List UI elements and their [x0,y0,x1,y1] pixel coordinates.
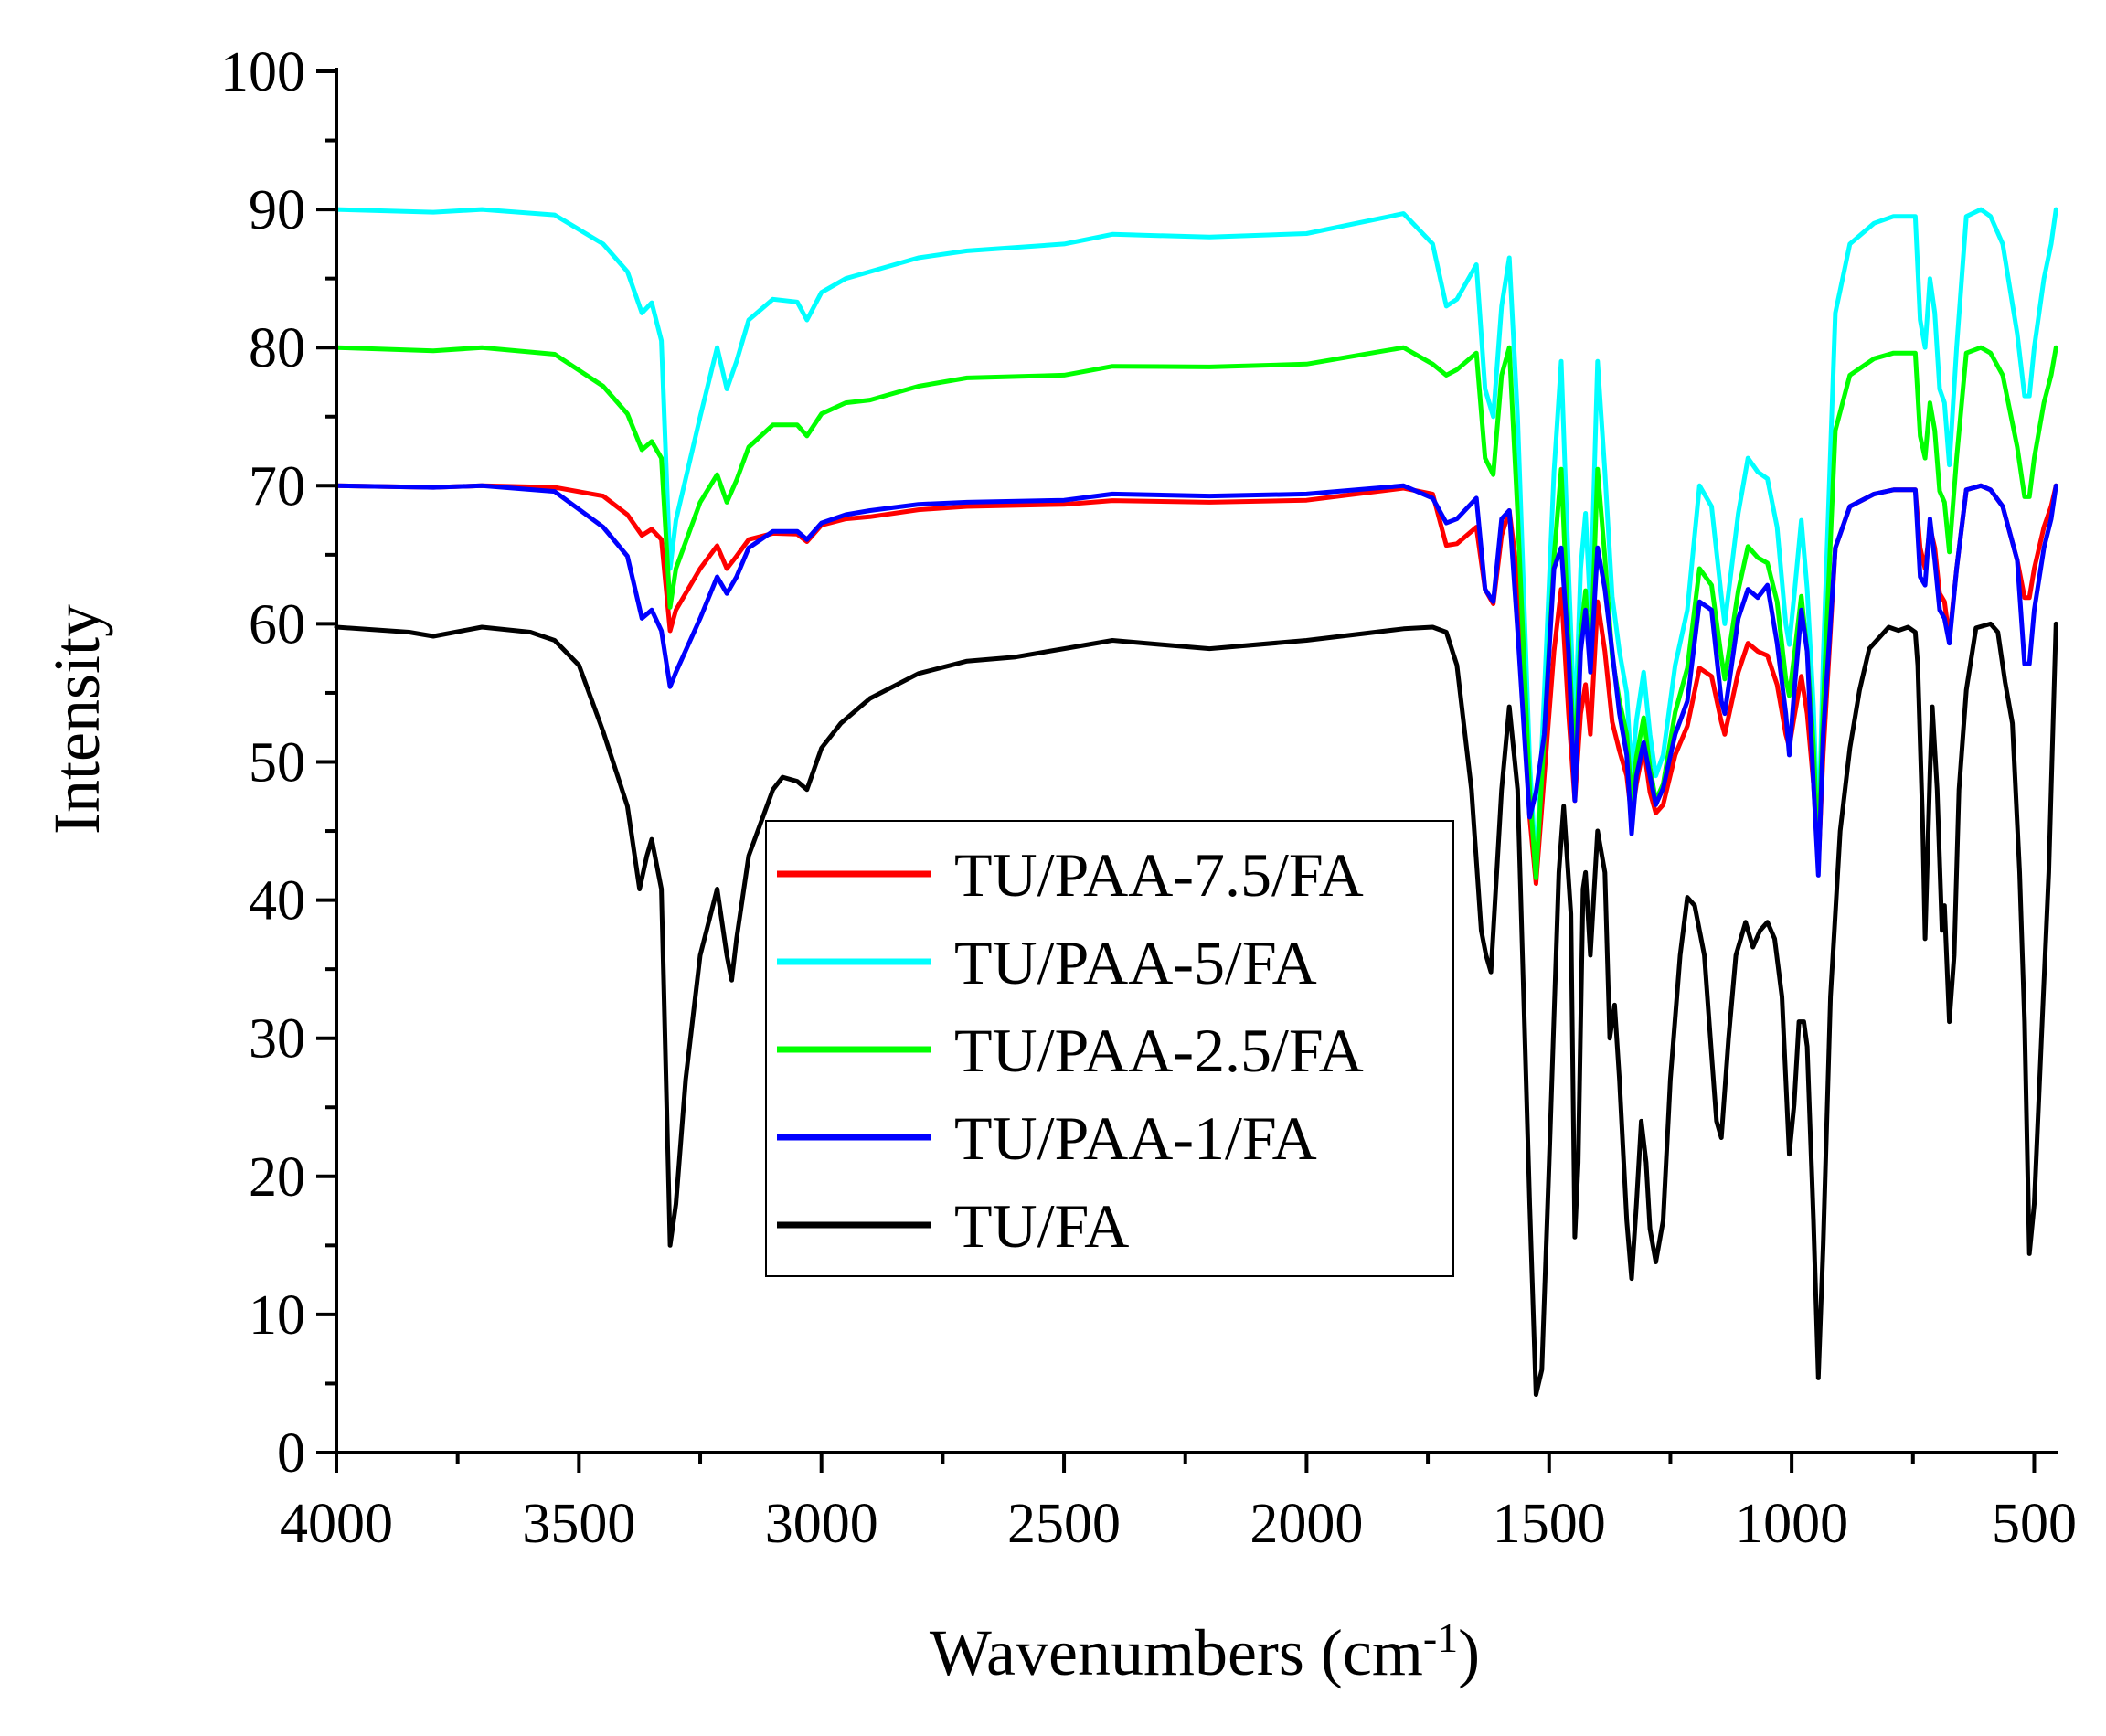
series-line-2 [334,345,2058,880]
y-tick-label: 10 [249,1284,305,1347]
y-tick-label: 20 [249,1146,305,1209]
plot-lines [334,207,2058,1397]
y-tick-label: 70 [249,455,305,517]
y-tick-label: 50 [249,732,305,794]
x-axis-title: Wavenumbers (cm-1) [930,1614,1480,1690]
x-axis-title-sup: -1 [1423,1614,1458,1661]
x-tick-label: 500 [1992,1493,2077,1555]
legend-label-0: TU/PAA-7.5/FA [954,840,1364,910]
x-tick-label: 3500 [522,1493,635,1555]
x-tick-label: 1500 [1493,1493,1606,1555]
x-tick-label: 4000 [280,1493,393,1555]
x-axis-title-tail: ) [1458,1616,1480,1689]
y-tick-label: 40 [249,870,305,932]
x-tick-label: 1000 [1735,1493,1848,1555]
legend-label-2: TU/PAA-2.5/FA [954,1016,1364,1085]
y-tick-label: 80 [249,317,305,379]
series-line-4 [334,621,2058,1397]
x-tick-label: 2000 [1250,1493,1363,1555]
legend-label-1: TU/PAA-5/FA [954,928,1317,997]
x-tick-label: 2500 [1007,1493,1121,1555]
series-line-3 [334,483,2058,878]
legend-label-3: TU/PAA-1/FA [954,1103,1317,1173]
legend-label-4: TU/FA [954,1191,1129,1261]
y-tick-label: 90 [249,179,305,241]
y-axis-title: Intensity [40,604,113,835]
legend: TU/PAA-7.5/FA TU/PAA-5/FA TU/PAA-2.5/FA TU/… [765,820,1454,1277]
y-tick-label: 30 [249,1008,305,1070]
x-tick-label: 3000 [765,1493,878,1555]
x-axis-title-main: Wavenumbers (cm [930,1616,1423,1689]
y-tick-label: 0 [277,1422,305,1485]
y-tick-label: 100 [220,41,305,103]
y-tick-label: 60 [249,593,305,655]
axes: 0 10 20 30 40 50 60 70 80 90 100 4000 3500 3000 2500 20… [220,41,2077,1555]
series-line-1 [334,207,2058,875]
